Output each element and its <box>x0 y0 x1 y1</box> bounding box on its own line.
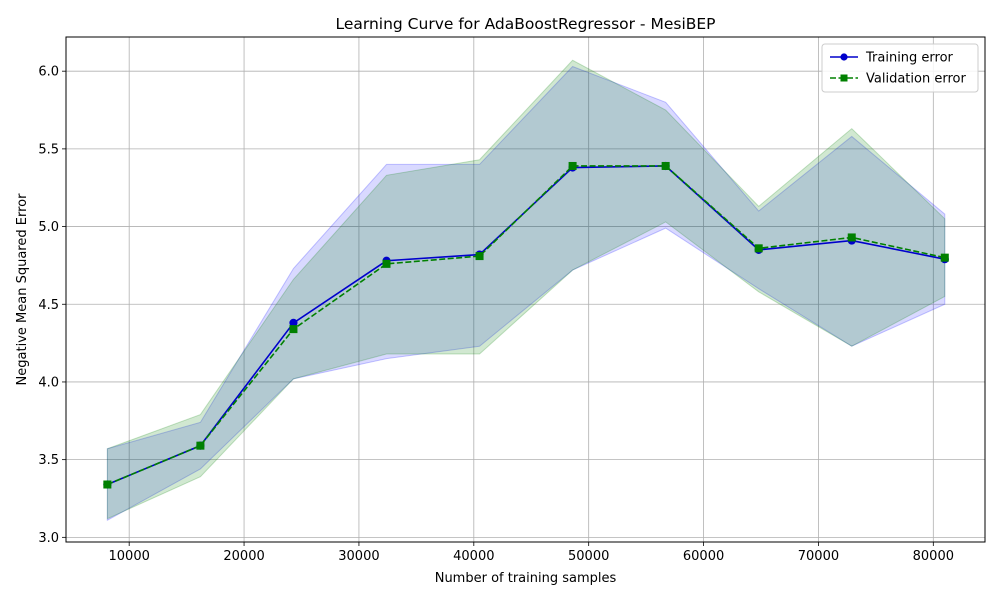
series-lines <box>107 165 945 486</box>
legend: Training error Validation error <box>821 43 979 93</box>
legend-label: Training error <box>865 51 954 66</box>
data-point <box>940 253 949 262</box>
grid-lines <box>66 37 985 542</box>
x-tick-label: 10000 <box>109 549 150 564</box>
x-axis-label: Number of training samples <box>435 571 617 586</box>
x-axis-ticks: 10000 20000 30000 40000 50000 60000 70000 80000 <box>109 542 954 564</box>
data-point <box>196 441 205 450</box>
confidence-band-1 <box>106 59 946 520</box>
y-tick-label: 3.0 <box>38 531 59 546</box>
confidence-bands <box>106 59 946 522</box>
series-line-1 <box>107 165 945 486</box>
x-tick-label: 60000 <box>683 549 724 564</box>
y-tick-label: 4.0 <box>38 375 59 390</box>
legend-marker <box>840 53 848 61</box>
data-point <box>475 252 484 261</box>
x-tick-label: 50000 <box>568 549 609 564</box>
data-point <box>754 244 763 253</box>
y-axis-ticks: 3.0 3.5 4.0 4.5 5.0 5.5 6.0 <box>38 65 66 546</box>
y-axis-label: Negative Mean Squared Error <box>15 193 30 386</box>
y-tick-label: 5.0 <box>38 220 59 235</box>
y-tick-label: 4.5 <box>38 298 59 313</box>
data-point <box>661 161 670 170</box>
x-tick-label: 20000 <box>223 549 264 564</box>
data-point <box>847 233 856 242</box>
y-tick-label: 3.5 <box>38 453 59 468</box>
series-markers <box>103 161 949 489</box>
plot-frame <box>65 36 986 543</box>
data-point <box>568 161 577 170</box>
x-tick-label: 80000 <box>913 549 954 564</box>
plot-area <box>66 37 985 542</box>
data-point <box>103 480 112 489</box>
legend-box <box>821 43 979 93</box>
legend-label: Validation error <box>866 72 966 87</box>
chart-title: Learning Curve for AdaBoostRegressor - M… <box>335 15 715 33</box>
x-tick-label: 40000 <box>453 549 494 564</box>
x-tick-label: 30000 <box>338 549 379 564</box>
y-tick-label: 6.0 <box>38 65 59 80</box>
data-point <box>289 325 298 334</box>
x-tick-label: 70000 <box>798 549 839 564</box>
legend-marker <box>840 74 848 82</box>
y-tick-label: 5.5 <box>38 142 59 157</box>
confidence-band-0 <box>106 65 946 522</box>
data-point <box>382 259 391 268</box>
